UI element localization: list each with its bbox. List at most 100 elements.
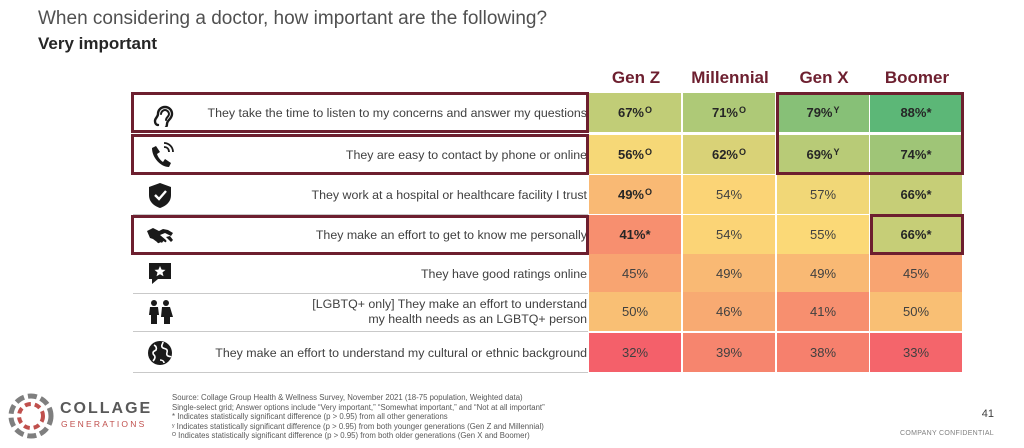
heatmap-cell: 74%* [870, 135, 963, 175]
cell-value: 66%* [900, 187, 932, 202]
cell-value: 79% [806, 105, 833, 120]
cell-value: 49% [617, 187, 644, 202]
significance-mark: O [739, 146, 747, 157]
ear-icon [153, 105, 174, 127]
row-label-line: They have good ratings online [420, 266, 587, 281]
row-separator [133, 331, 588, 332]
column-header: Gen X [799, 68, 849, 87]
cell-value: 49% [809, 266, 837, 281]
row-label: They have good ratings online [421, 267, 587, 282]
cell-value: 39% [715, 345, 743, 360]
heatmap-cell: 69% Y [777, 135, 870, 175]
heatmap-cell: 32% [589, 333, 682, 373]
heatmap-cell: 62% O [683, 135, 776, 175]
cell-value: 62% [711, 147, 738, 162]
shield-icon [143, 178, 177, 212]
phone-icon [143, 138, 177, 172]
cell-value: 49% [715, 266, 743, 281]
heatmap-cell: 38% [777, 333, 870, 373]
heatmap-cell: 71% O [683, 93, 776, 133]
cell-value: 50% [902, 304, 930, 319]
chart-title: When considering a doctor, how important… [38, 8, 548, 29]
source-notes: Source: Collage Group Health & Wellness … [172, 393, 545, 441]
cell-value: 74%* [900, 147, 932, 162]
heatmap-cell: 33% [870, 333, 963, 373]
source-line: * Indicates statistically significant di… [172, 412, 448, 422]
cell-value: 33% [902, 345, 930, 360]
heatmap-cell: 41% [777, 292, 870, 332]
chart-subtitle: Very important [38, 34, 158, 53]
heatmap-cell: 49% [683, 254, 776, 294]
cell-value: 69% [806, 147, 833, 162]
cell-value: 56% [617, 147, 644, 162]
heatmap-cell: 56% O [589, 135, 682, 175]
ear-icon [143, 96, 177, 130]
source-line: ʸ Indicates statistically significant di… [172, 421, 544, 431]
row-label: They work at a hospital or healthcare fa… [312, 188, 587, 203]
rating-icon [149, 263, 171, 284]
cell-value: 41% [809, 304, 837, 319]
page-number: 41 [981, 408, 994, 420]
row-label: They are easy to contact by phone or onl… [346, 148, 587, 163]
heatmap-cell: 79% Y [777, 93, 870, 133]
heatmap-cell: 54% [683, 215, 776, 255]
row-label-line: my health needs as an LGBTQ+ person [368, 312, 587, 326]
highlight-box [870, 214, 964, 255]
cell-value: 41%* [619, 227, 651, 242]
phone-icon [152, 142, 174, 167]
confidential-label: COMPANY CONFIDENTIAL [899, 430, 994, 437]
heatmap-cell: 55% [777, 215, 870, 255]
highlight-box [131, 134, 589, 175]
row-label: They make an effort to get to know me pe… [316, 228, 587, 243]
cell-value: 71% [711, 105, 738, 120]
cell-value: 54% [715, 227, 743, 242]
couple-icon [149, 300, 173, 324]
row-label-line: [LGBTQ+ only] They make an effort to und… [312, 297, 587, 311]
source-line: Single-select grid; Answer options inclu… [172, 402, 545, 412]
couple-icon [143, 295, 177, 329]
significance-mark: Y [833, 146, 840, 157]
heatmap-cell: 41%* [589, 215, 682, 255]
cell-value: 32% [621, 345, 649, 360]
cell-value: 54% [715, 187, 743, 202]
cell-value: 50% [621, 304, 649, 319]
cell-value: 66%* [900, 227, 932, 242]
heatmap-cell: 88%* [870, 93, 963, 133]
column-header: Millennial [691, 68, 769, 87]
handshake-icon [143, 218, 177, 252]
source-line: Source: Collage Group Health & Wellness … [172, 393, 523, 402]
row-label: They make an effort to understand my cul… [215, 346, 587, 361]
row-label-line: They take the time to listen to my conce… [207, 105, 587, 120]
row-label-line: They make an effort to understand my cul… [215, 345, 587, 360]
collage-logo-icon [8, 393, 54, 439]
source-line: ᴼ Indicates statistically significant di… [172, 431, 530, 441]
row-label: [LGBTQ+ only] They make an effort to und… [312, 297, 587, 327]
highlight-box [131, 215, 589, 255]
cell-value: 55% [809, 227, 837, 242]
globe-icon [143, 336, 177, 370]
row-label-line: They are easy to contact by phone or onl… [345, 147, 587, 162]
highlight-box [131, 92, 589, 133]
cell-value: 67% [617, 105, 644, 120]
logo-text: COLLAGE [60, 400, 153, 417]
heatmap-cell: 66%* [870, 175, 963, 215]
significance-mark: Y [833, 104, 840, 115]
row-separator [133, 214, 588, 215]
cell-value: 45% [902, 266, 930, 281]
cell-value: 38% [809, 345, 837, 360]
heatmap-cell: 54% [683, 175, 776, 215]
column-header: Gen Z [611, 68, 661, 87]
heatmap-cell: 46% [683, 292, 776, 332]
heatmap-cell: 50% [589, 292, 682, 332]
cell-value: 46% [715, 304, 743, 319]
row-label-line: They make an effort to get to know me pe… [315, 227, 587, 242]
handshake-icon [147, 228, 173, 244]
heatmap-cell: 67% O [589, 93, 682, 133]
highlight-box [776, 92, 964, 175]
row-separator [133, 372, 588, 373]
logo-subtext: GENERATIONS [61, 419, 147, 429]
significance-mark: O [645, 146, 653, 157]
heatmap-cell: 49% O [589, 175, 682, 215]
cell-value: 57% [809, 187, 837, 202]
heatmap-cell: 50% [870, 292, 963, 332]
